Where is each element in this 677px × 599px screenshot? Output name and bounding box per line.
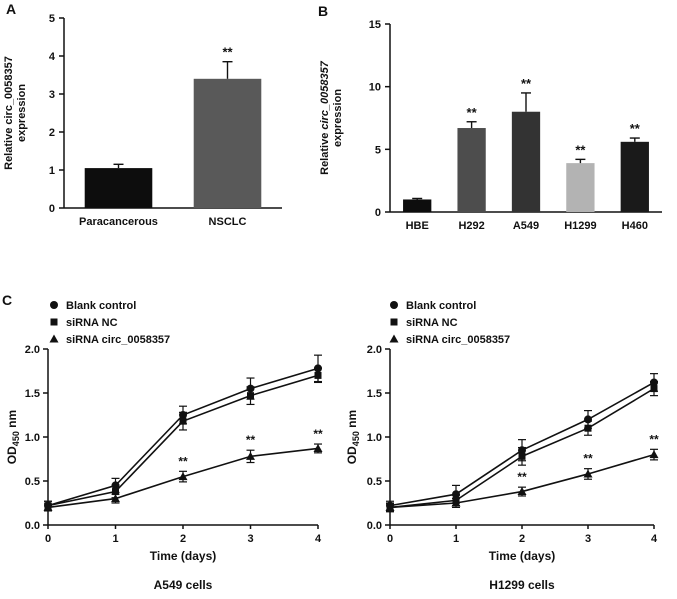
- svg-text:3: 3: [585, 533, 591, 545]
- svg-text:2.0: 2.0: [25, 344, 40, 356]
- svg-text:15: 15: [369, 19, 381, 31]
- svg-text:Time (days): Time (days): [489, 549, 555, 563]
- svg-text:H460: H460: [622, 220, 648, 232]
- svg-text:siRNA circ_0058357: siRNA circ_0058357: [66, 334, 170, 346]
- svg-text:**: **: [521, 76, 532, 91]
- svg-text:NSCLC: NSCLC: [209, 216, 247, 228]
- panel-c-label: C: [2, 292, 13, 308]
- svg-text:2: 2: [49, 127, 55, 139]
- svg-text:1: 1: [112, 533, 118, 545]
- svg-text:**: **: [313, 427, 323, 441]
- svg-text:5: 5: [375, 144, 381, 156]
- svg-text:0: 0: [45, 533, 51, 545]
- svg-text:expression: expression: [16, 84, 28, 142]
- svg-text:0.5: 0.5: [25, 476, 40, 488]
- svg-text:**: **: [575, 142, 586, 157]
- svg-text:H1299: H1299: [564, 220, 596, 232]
- svg-text:1: 1: [49, 165, 55, 177]
- svg-text:H292: H292: [458, 220, 484, 232]
- svg-text:OD450 nm: OD450 nm: [5, 410, 21, 464]
- svg-text:expression: expression: [332, 89, 344, 147]
- svg-text:0.0: 0.0: [25, 520, 40, 532]
- panel-a-bar-chart: 0 1 2 3 4 5 Paracancerous ** NSCLC Relative circ_…: [3, 13, 282, 228]
- svg-text:siRNA circ_0058357: siRNA circ_0058357: [406, 334, 510, 346]
- svg-text:0: 0: [49, 203, 55, 215]
- svg-text:1.0: 1.0: [25, 432, 40, 444]
- svg-text:1: 1: [453, 533, 459, 545]
- svg-text:Blank control: Blank control: [406, 300, 476, 312]
- svg-text:**: **: [649, 432, 659, 446]
- svg-text:1.5: 1.5: [25, 388, 40, 400]
- svg-text:HBE: HBE: [406, 220, 429, 232]
- svg-text:3: 3: [49, 89, 55, 101]
- svg-text:H1299 cells: H1299 cells: [489, 578, 555, 592]
- svg-text:Relative circ_0058357: Relative circ_0058357: [3, 56, 15, 170]
- svg-text:siRNA NC: siRNA NC: [406, 317, 458, 329]
- svg-text:**: **: [246, 433, 256, 447]
- svg-text:2.0: 2.0: [367, 344, 382, 356]
- svg-text:**: **: [583, 452, 593, 466]
- svg-text:4: 4: [651, 533, 658, 545]
- panel-b-label: B: [318, 3, 329, 19]
- svg-text:**: **: [467, 105, 478, 120]
- svg-text:Relative circ_0058357: Relative circ_0058357: [319, 60, 331, 175]
- svg-text:OD450 nm: OD450 nm: [345, 410, 361, 464]
- svg-text:4: 4: [49, 51, 56, 63]
- svg-text:0: 0: [387, 533, 393, 545]
- svg-text:**: **: [630, 121, 641, 136]
- svg-text:**: **: [517, 470, 527, 484]
- svg-text:1.5: 1.5: [367, 388, 382, 400]
- svg-text:3: 3: [247, 533, 253, 545]
- svg-text:A549 cells: A549 cells: [154, 578, 213, 592]
- svg-text:Paracancerous: Paracancerous: [79, 216, 158, 228]
- svg-text:**: **: [222, 45, 233, 60]
- svg-text:siRNA NC: siRNA NC: [66, 317, 118, 329]
- svg-text:Blank control: Blank control: [66, 300, 136, 312]
- svg-text:0.5: 0.5: [367, 476, 382, 488]
- svg-text:1.0: 1.0: [367, 432, 382, 444]
- svg-text:5: 5: [49, 13, 55, 25]
- svg-text:2: 2: [180, 533, 186, 545]
- svg-text:10: 10: [369, 82, 381, 94]
- svg-text:2: 2: [519, 533, 525, 545]
- svg-text:Time (days): Time (days): [150, 549, 216, 563]
- svg-text:4: 4: [315, 533, 322, 545]
- panel-c-line-chart-h1299: 0.0 0.5 1.0 1.5 2.0 0 1 2 3 4 ** ** ** Blank control s…: [345, 300, 659, 592]
- panel-a-label: A: [6, 1, 17, 17]
- panel-c-line-chart-a549: 0.0 0.5 1.0 1.5 2.0 0 1 2 3 4 ** ** ** Blank control s…: [5, 300, 323, 592]
- panel-b-bar-chart: 0 5 10 15 HBE ** H292 ** A549 ** H1299 ** H460 Relati…: [319, 19, 662, 232]
- svg-text:A549: A549: [513, 220, 539, 232]
- svg-text:0: 0: [375, 207, 381, 219]
- svg-text:0.0: 0.0: [367, 520, 382, 532]
- svg-text:**: **: [178, 454, 188, 468]
